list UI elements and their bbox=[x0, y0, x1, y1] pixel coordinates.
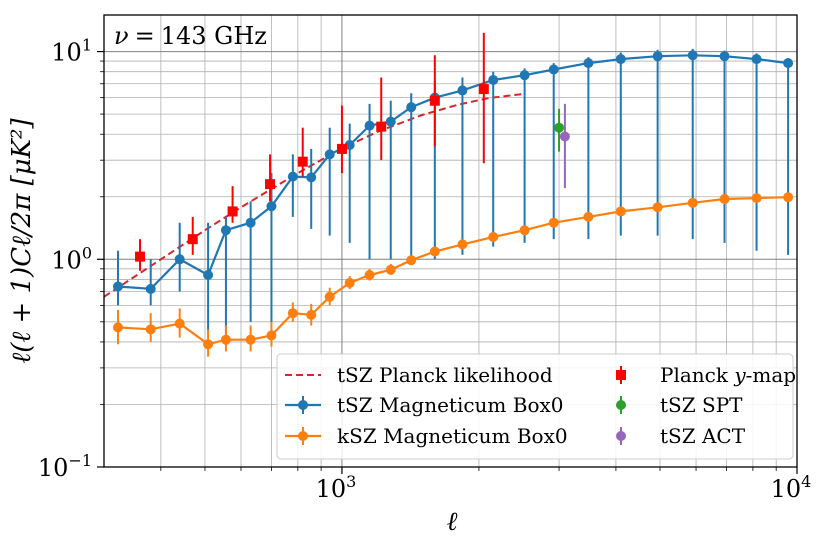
data-point bbox=[187, 234, 198, 245]
data-point bbox=[297, 156, 308, 167]
data-point bbox=[615, 54, 626, 65]
data-point bbox=[336, 143, 347, 154]
y-tick-label: 100 bbox=[51, 243, 92, 274]
x-tick-label: 104 bbox=[771, 472, 812, 503]
data-point bbox=[488, 232, 499, 243]
data-point bbox=[245, 334, 256, 345]
data-point bbox=[245, 217, 256, 228]
data-point bbox=[287, 308, 298, 319]
data-point bbox=[406, 255, 417, 266]
legend-label: tSZ Magneticum Box0 bbox=[337, 393, 564, 417]
data-point bbox=[135, 251, 146, 262]
legend-label: Planck y-map bbox=[660, 363, 796, 387]
legend-box bbox=[276, 353, 794, 460]
legend-handle-marker bbox=[616, 370, 626, 380]
data-point bbox=[344, 139, 355, 150]
y-axis-label: ℓ(ℓ + 1)Cℓ/2π [μK²] bbox=[7, 118, 37, 364]
data-point bbox=[783, 192, 794, 203]
data-point bbox=[406, 102, 417, 113]
data-point bbox=[519, 70, 530, 81]
plot-frame bbox=[103, 14, 798, 468]
data-point bbox=[719, 51, 730, 62]
data-point bbox=[376, 121, 387, 132]
data-point bbox=[112, 281, 123, 292]
data-point bbox=[519, 225, 530, 236]
plot-data bbox=[104, 32, 794, 357]
data-point bbox=[751, 54, 762, 65]
legend-label: tSZ Planck likelihood bbox=[337, 363, 553, 387]
data-point bbox=[554, 122, 565, 133]
series-line bbox=[117, 54, 789, 291]
data-point bbox=[615, 206, 626, 217]
data-point bbox=[203, 270, 214, 281]
data-point bbox=[364, 120, 375, 131]
data-point bbox=[265, 179, 276, 190]
legend-handle-marker bbox=[298, 431, 308, 441]
data-point bbox=[306, 309, 317, 320]
data-point bbox=[174, 318, 185, 329]
y-tick-label: 10−1 bbox=[38, 451, 92, 482]
data-point bbox=[344, 277, 355, 288]
data-point bbox=[266, 330, 277, 341]
data-point bbox=[687, 197, 698, 208]
legend-handle-marker bbox=[616, 431, 626, 441]
data-point bbox=[548, 64, 559, 75]
series-0-dashed-line bbox=[104, 93, 524, 298]
data-point bbox=[548, 217, 559, 228]
legend-label: tSZ SPT bbox=[660, 393, 743, 417]
data-point bbox=[174, 254, 185, 265]
data-point bbox=[652, 202, 663, 213]
data-point bbox=[385, 116, 396, 127]
series-4 bbox=[554, 108, 565, 152]
data-point bbox=[287, 171, 298, 182]
data-point bbox=[306, 172, 317, 183]
data-point bbox=[364, 270, 375, 281]
data-point bbox=[751, 193, 762, 204]
series-3 bbox=[135, 32, 489, 271]
frequency-annotation: ν = 143 GHz bbox=[114, 22, 267, 50]
data-point bbox=[583, 211, 594, 222]
data-point bbox=[220, 334, 231, 345]
data-point bbox=[227, 206, 238, 217]
data-point bbox=[719, 194, 730, 205]
data-point bbox=[220, 225, 231, 236]
plot-area bbox=[104, 32, 794, 357]
data-point bbox=[583, 58, 594, 69]
legend: tSZ Planck likelihood tSZ Magneticum Box0… bbox=[276, 353, 796, 460]
data-point bbox=[203, 339, 214, 350]
data-point bbox=[783, 58, 794, 69]
legend-label: kSZ Magneticum Box0 bbox=[337, 424, 568, 448]
data-point bbox=[488, 74, 499, 85]
data-point bbox=[687, 50, 698, 61]
data-point bbox=[324, 291, 335, 302]
data-point bbox=[478, 84, 489, 95]
series-5 bbox=[559, 103, 570, 189]
data-point bbox=[457, 85, 468, 96]
data-point bbox=[145, 324, 156, 335]
y-tick-label: 101 bbox=[51, 36, 92, 67]
data-point bbox=[429, 95, 440, 106]
data-point bbox=[266, 201, 277, 212]
data-point bbox=[145, 283, 156, 294]
data-point bbox=[559, 131, 570, 142]
legend-label: tSZ ACT bbox=[660, 424, 746, 448]
data-point bbox=[324, 149, 335, 160]
axis-ticks: 103 104 10−1 100 101 bbox=[38, 36, 812, 503]
legend-handle-marker bbox=[298, 400, 308, 410]
x-axis-label: ℓ bbox=[447, 507, 458, 537]
legend-handle-marker bbox=[616, 400, 626, 410]
data-point bbox=[429, 246, 440, 257]
data-point bbox=[385, 264, 396, 275]
data-point bbox=[457, 239, 468, 250]
x-tick-label: 103 bbox=[316, 472, 357, 503]
series-1 bbox=[112, 48, 794, 342]
data-point bbox=[652, 51, 663, 62]
data-point bbox=[112, 322, 123, 333]
series-2 bbox=[112, 192, 794, 357]
